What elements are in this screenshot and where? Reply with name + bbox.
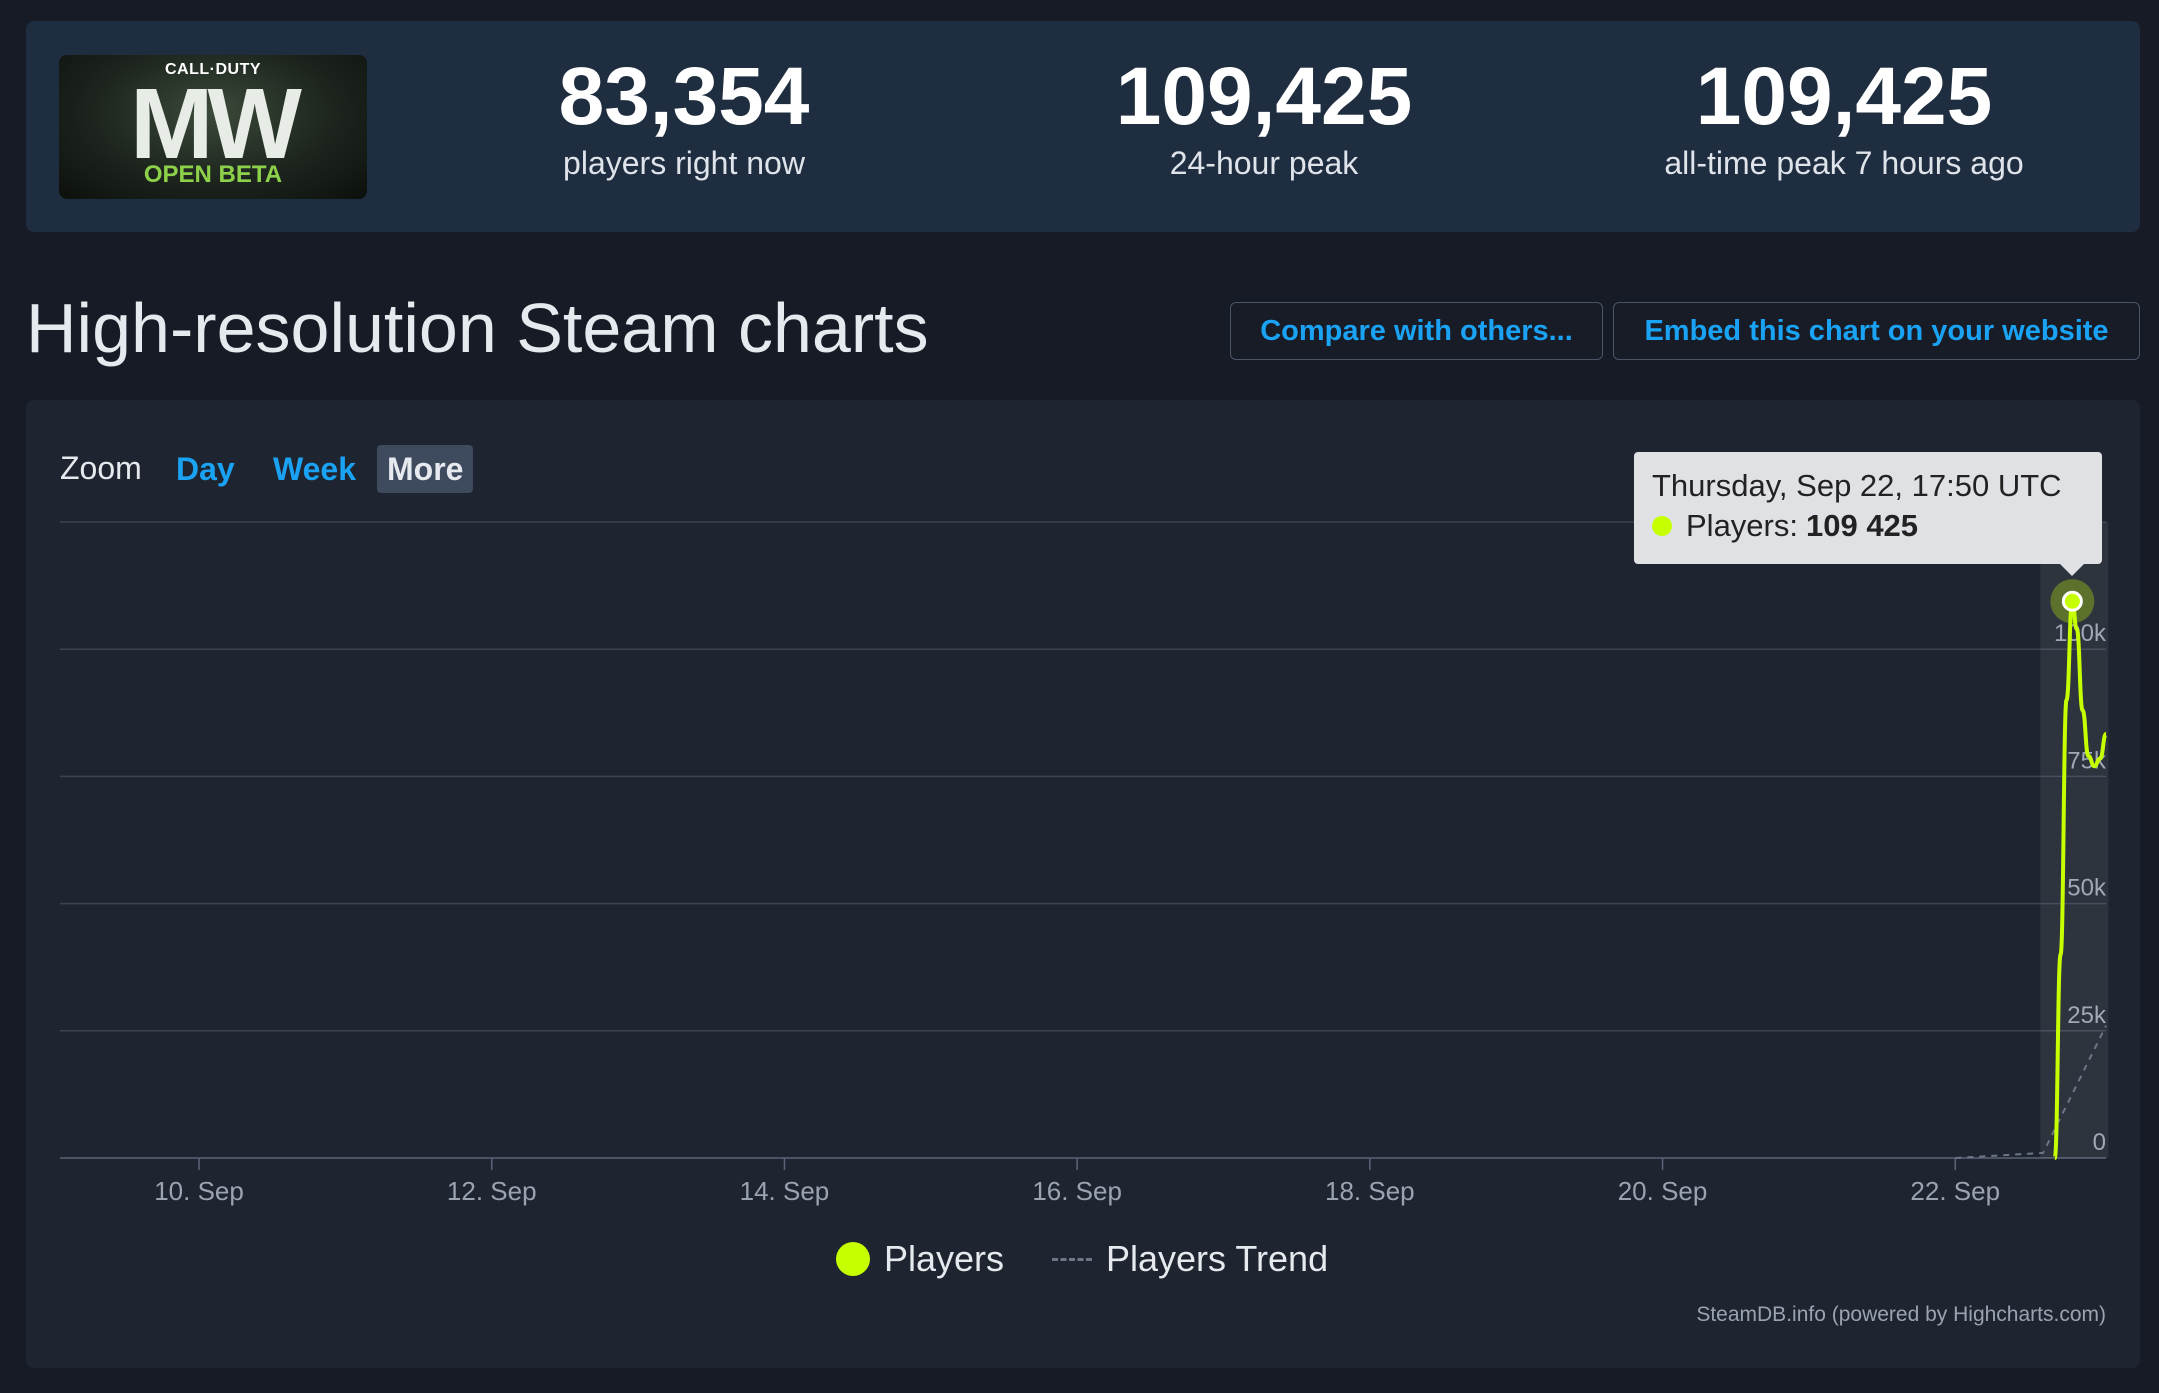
tooltip-series-dot [1652,516,1672,536]
page-title: High-resolution Steam charts [26,289,929,367]
chart-legend: Players Players Trend [26,1238,2140,1288]
x-tick-label: 12. Sep [447,1176,537,1206]
legend-trend-dash [1052,1257,1092,1261]
x-tick-label: 16. Sep [1032,1176,1122,1206]
stat-value: 83,354 [558,51,810,142]
legend-item-trend[interactable]: Players Trend [1052,1238,1328,1280]
x-tick-label: 20. Sep [1618,1176,1708,1206]
legend-players-label: Players [884,1238,1005,1279]
embed-chart-button[interactable]: Embed this chart on your website [1613,302,2140,360]
stat-value: 109,425 [1695,51,1993,142]
logo-subtitle-text: OPEN BETA [143,161,283,188]
legend-trend-label: Players Trend [1106,1238,1329,1279]
y-tick-label: 50k [2067,875,2107,902]
logo-title-text: MW [130,68,302,180]
tooltip-series-label: Players: [1686,508,1798,543]
highlight-point [2061,590,2083,612]
x-tick-label: 22. Sep [1910,1176,2000,1206]
legend-players-dot [836,1242,870,1276]
stat-label: players right now [563,145,805,181]
zoom-label: Zoom [60,450,142,486]
chart-tooltip: Thursday, Sep 22, 17:50 UTC Players: 109… [1634,452,2102,576]
stat-all-time-peak: 109,425 all-time peak 7 hours ago [1564,51,2124,182]
tooltip-date: Thursday, Sep 22, 17:50 UTC [1652,468,2062,503]
x-tick-label: 18. Sep [1325,1176,1415,1206]
stats-panel: CALL·DUTY MW OPEN BETA 83,354 players ri… [26,21,2140,232]
legend-item-players[interactable]: Players [836,1238,1004,1280]
chart-credits[interactable]: SteamDB.info (powered by Highcharts.com) [1696,1303,2106,1326]
stat-24h-peak: 109,425 24-hour peak [984,51,1544,182]
chart-panel: Zoom Day Week More 0 25k 50k 75k 100k 10. Sep… [26,400,2140,1368]
zoom-day-button[interactable]: Day [176,450,235,487]
y-tick-label: 0 [2093,1129,2106,1156]
logo-series-text: CALL·DUTY [164,61,262,78]
stat-label: 24-hour peak [1169,145,1359,181]
series-line-trend [1955,1025,2107,1159]
zoom-week-button[interactable]: Week [273,450,357,487]
x-tick-label: 10. Sep [154,1176,244,1206]
zoom-more-button[interactable]: More [377,445,474,493]
compare-button[interactable]: Compare with others... [1230,302,1603,360]
tooltip-value: 109 425 [1805,508,1919,543]
x-tick-label: 14. Sep [740,1176,830,1206]
y-tick-label: 25k [2067,1002,2107,1029]
game-logo[interactable]: CALL·DUTY MW OPEN BETA [59,55,367,199]
stat-current-players: 83,354 players right now [404,51,964,182]
stat-value: 109,425 [1115,51,1413,142]
series-line-players [2052,599,2108,1160]
stat-label: all-time peak 7 hours ago [1664,145,2024,181]
